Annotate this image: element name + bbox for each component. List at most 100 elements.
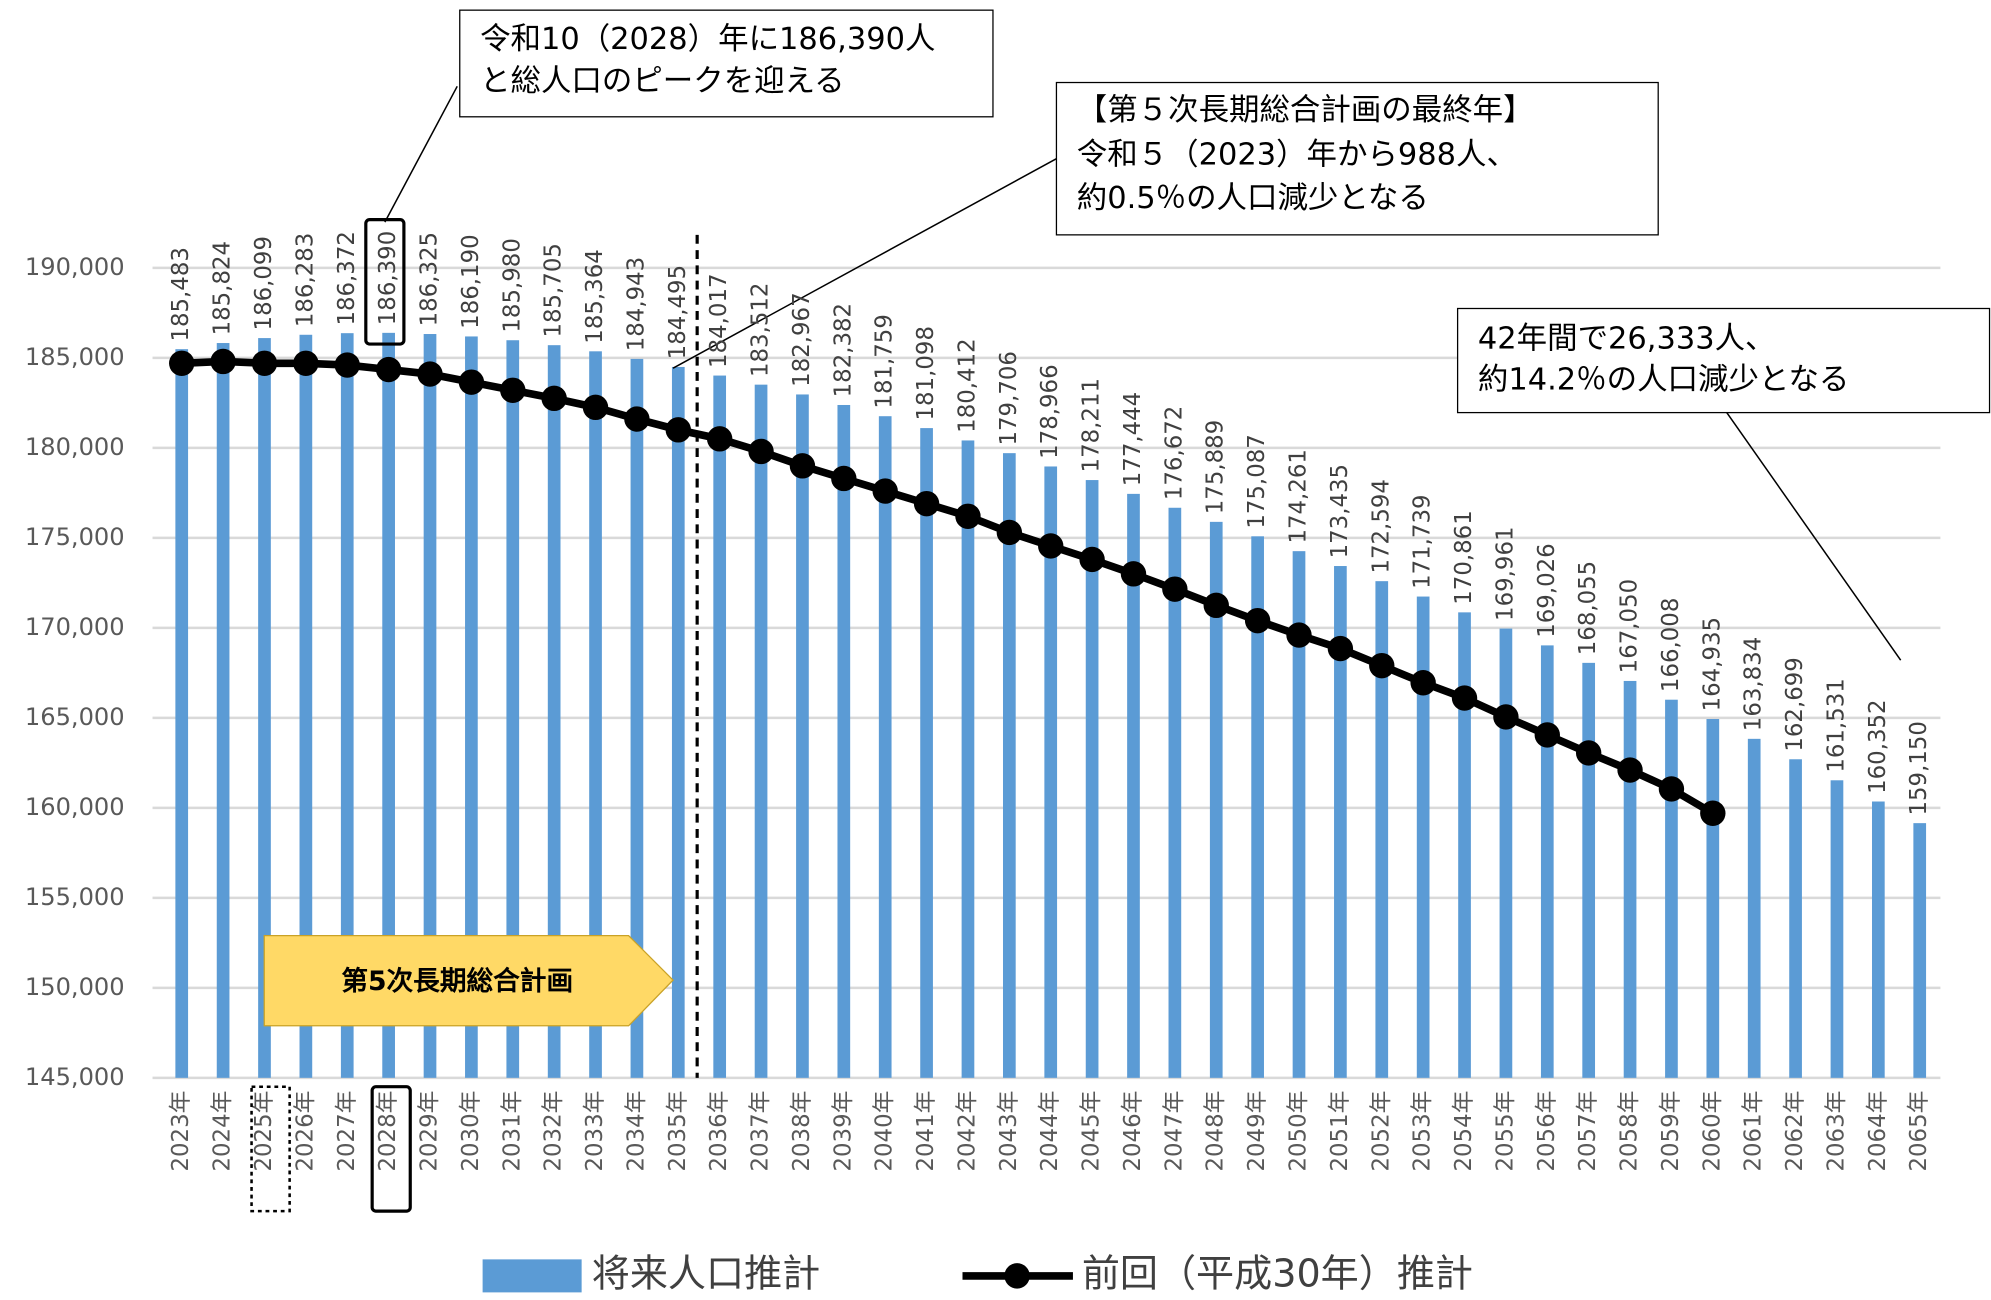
y-tick-label: 165,000	[25, 703, 125, 731]
x-tick-label: 2052年	[1368, 1091, 1394, 1172]
plan-label: 第5次長期総合計画	[341, 966, 573, 997]
callout-line	[672, 158, 1057, 369]
y-tick-label: 175,000	[25, 523, 125, 551]
x-tick-label: 2033年	[582, 1091, 608, 1172]
line	[181, 357, 1715, 817]
x-tick-label: 2035年	[665, 1091, 691, 1172]
line-marker	[1658, 776, 1685, 802]
bar	[1251, 536, 1264, 1078]
bar	[1209, 521, 1223, 1078]
bar	[340, 333, 354, 1078]
line-marker	[1369, 652, 1395, 679]
x-tick-label: 2029年	[417, 1091, 443, 1172]
x-tick-label: 2055年	[1492, 1091, 1518, 1172]
bar	[713, 375, 727, 1078]
x-tick-label: 2037年	[748, 1091, 774, 1172]
data-label: 169,961	[1492, 526, 1518, 620]
x-tick-label: 2041年	[913, 1091, 939, 1172]
line-marker	[913, 490, 940, 517]
data-label: 168,055	[1575, 561, 1601, 655]
data-label: 163,834	[1741, 637, 1767, 731]
callout-text: と総人口のピークを迎える	[480, 64, 845, 99]
x-tick-label: 2043年	[996, 1091, 1022, 1172]
data-label: 184,017	[706, 273, 732, 367]
bar	[1747, 738, 1761, 1078]
data-label: 185,364	[582, 249, 608, 343]
x-tick-label: 2034年	[623, 1091, 649, 1172]
x-tick-label: 2031年	[499, 1091, 525, 1172]
y-tick-label: 190,000	[25, 253, 125, 281]
x-tick-label: 2039年	[830, 1091, 856, 1172]
x-tick-label: 2046年	[1120, 1091, 1146, 1172]
callout-text: 42年間で26,333人、	[1478, 322, 1776, 357]
data-label: 179,706	[996, 351, 1022, 445]
legend-swatch	[1004, 1263, 1030, 1289]
callout-text: 約14.2％の人口減少となる	[1478, 362, 1849, 397]
x-tick-label: 2044年	[1037, 1091, 1063, 1172]
x-tick-label: 2042年	[954, 1091, 980, 1172]
callout-box	[1456, 307, 1991, 414]
data-label: 182,382	[830, 303, 856, 397]
line-marker	[665, 417, 691, 443]
data-label: 162,699	[1782, 657, 1808, 751]
callout-box	[459, 9, 994, 118]
start-year-highlight	[250, 1085, 291, 1213]
callout-text: 【第５次長期総合計画の最終年】	[1077, 93, 1534, 128]
callout-line	[384, 85, 458, 223]
x-tick-label: 2036年	[706, 1091, 732, 1172]
data-label: 175,087	[1244, 434, 1270, 528]
data-label: 161,531	[1823, 678, 1849, 772]
x-tick-label: 2064年	[1865, 1091, 1891, 1172]
line-marker	[1162, 576, 1188, 602]
x-tick-label: 2065年	[1906, 1091, 1932, 1172]
line-marker	[1327, 635, 1354, 662]
bar	[1375, 581, 1389, 1078]
bar	[1044, 466, 1058, 1078]
bar	[961, 440, 975, 1078]
x-tick-label: 2063年	[1823, 1091, 1849, 1172]
data-label: 186,372	[334, 231, 360, 325]
x-tick-label: 2059年	[1658, 1091, 1684, 1172]
line-marker	[541, 385, 567, 412]
bar	[299, 334, 313, 1078]
data-label: 186,325	[417, 232, 443, 326]
line-marker	[1286, 622, 1312, 648]
bar	[1458, 612, 1471, 1078]
bar	[1168, 507, 1182, 1078]
data-label: 185,824	[210, 241, 236, 335]
data-label: 172,594	[1368, 479, 1394, 573]
data-label: 186,099	[251, 236, 277, 330]
line-marker	[1575, 740, 1602, 766]
line-marker	[293, 350, 319, 376]
data-label: 174,261	[1286, 449, 1312, 543]
bar	[1871, 801, 1885, 1078]
data-label: 171,739	[1410, 494, 1436, 588]
line-marker	[1700, 800, 1726, 826]
data-label: 181,759	[872, 314, 898, 408]
line-marker	[375, 356, 402, 383]
peak-year-highlight	[370, 1085, 412, 1213]
legend-label: 将来人口推計	[592, 1251, 820, 1295]
x-tick-label: 2054年	[1451, 1091, 1477, 1172]
bar	[465, 336, 478, 1078]
line-marker	[582, 394, 609, 421]
data-label: 166,008	[1658, 598, 1684, 692]
line-marker	[1617, 757, 1643, 783]
bar	[1499, 628, 1513, 1078]
data-label: 185,705	[541, 243, 567, 337]
data-label: 186,190	[458, 234, 484, 328]
data-label: 178,211	[1079, 378, 1105, 472]
legend-label: 前回（平成30年）推計	[1082, 1251, 1473, 1295]
data-label: 160,352	[1865, 699, 1891, 793]
y-tick-label: 150,000	[25, 973, 125, 1001]
x-tick-label: 2030年	[458, 1091, 484, 1172]
bar	[630, 358, 644, 1078]
data-label: 167,050	[1617, 579, 1643, 673]
line-marker	[458, 369, 485, 395]
data-label: 178,966	[1037, 364, 1063, 458]
callout-text: 令和10（2028）年に186,390人	[480, 22, 935, 57]
line-marker	[1244, 607, 1271, 634]
x-tick-label: 2056年	[1534, 1091, 1560, 1172]
bar	[216, 343, 230, 1078]
